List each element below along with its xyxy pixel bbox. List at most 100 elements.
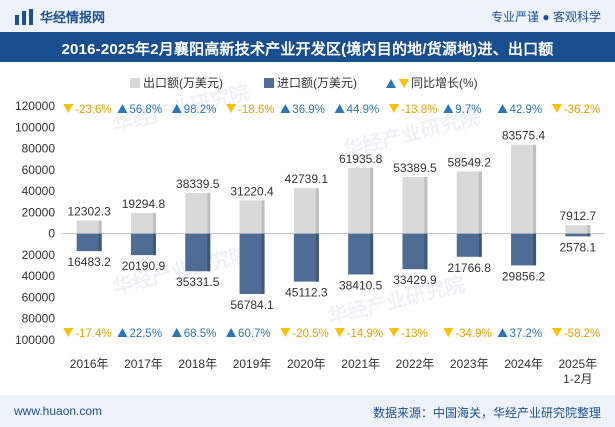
growth-up-icon xyxy=(117,328,128,337)
top-bar: 华经情报网 专业严谨 ● 客观科学 xyxy=(0,0,615,32)
y-tick-label: 40000 xyxy=(22,269,56,283)
import-growth-label: -34.9% xyxy=(455,328,491,340)
growth-down-icon xyxy=(443,328,454,337)
export-value-label: 83575.4 xyxy=(502,129,546,143)
import-growth-label: 68.5% xyxy=(184,328,217,340)
growth-up-icon xyxy=(497,104,508,113)
legend-down-icon xyxy=(399,79,409,88)
import-bar xyxy=(239,233,265,295)
legend-import-swatch xyxy=(264,78,274,88)
import-value-label: 2578.1 xyxy=(559,240,596,254)
footer-url[interactable]: www.huaon.com xyxy=(14,404,103,418)
growth-down-icon xyxy=(63,328,74,337)
import-value-label: 33429.9 xyxy=(393,273,437,287)
export-growth-label: 36.9% xyxy=(292,104,325,116)
logo-icon xyxy=(15,8,33,25)
import-value-label: 29856.2 xyxy=(502,269,546,283)
import-bar xyxy=(565,233,591,237)
export-bar-shade xyxy=(424,176,428,234)
legend-growth-label: 同比增长(%) xyxy=(411,76,478,90)
growth-up-icon xyxy=(497,328,508,337)
growth-down-icon xyxy=(388,328,399,337)
legend-export-swatch xyxy=(130,78,140,88)
import-bar xyxy=(348,233,374,275)
x-tick-label: 2020年 xyxy=(287,357,326,371)
import-bar xyxy=(456,233,482,257)
export-value-label: 19294.8 xyxy=(122,197,166,211)
data-source: 数据来源：中国海关，华经产业研究院整理 xyxy=(372,406,601,420)
import-bar-shade xyxy=(370,233,374,275)
export-bar xyxy=(293,188,319,234)
export-growth-label: -36.2% xyxy=(564,104,600,116)
export-bar-shade xyxy=(315,188,319,234)
y-tick-label: 20000 xyxy=(22,205,56,219)
export-bar xyxy=(402,176,428,234)
x-tick-label: 2016年 xyxy=(70,357,109,371)
import-bar xyxy=(402,233,428,270)
brand[interactable]: 华经情报网 xyxy=(14,7,105,26)
import-value-label: 21766.8 xyxy=(448,261,492,275)
export-bar xyxy=(185,192,211,234)
growth-down-icon xyxy=(226,104,237,113)
import-bar-shade xyxy=(98,233,102,252)
growth-up-icon xyxy=(443,104,454,113)
export-bar-shade xyxy=(152,213,156,234)
export-bar xyxy=(348,167,374,234)
import-value-label: 45112.3 xyxy=(285,286,328,300)
y-tick-label: 100000 xyxy=(15,333,55,347)
export-growth-label: 98.2% xyxy=(184,104,217,116)
export-bar-shade xyxy=(587,225,591,234)
export-value-label: 38339.5 xyxy=(176,177,220,191)
export-bar-shade xyxy=(533,144,537,234)
growth-down-icon xyxy=(280,328,291,337)
export-growth-label: 44.9% xyxy=(347,104,380,116)
export-growth-label: 9.7% xyxy=(455,104,481,116)
y-tick-label: 0 xyxy=(48,227,55,241)
export-bar-shade xyxy=(370,167,374,234)
y-tick-label: 80000 xyxy=(22,312,56,326)
export-bar-shade xyxy=(261,200,265,234)
import-value-label: 35331.5 xyxy=(176,275,220,289)
x-tick-label: 2018年 xyxy=(178,357,217,371)
y-tick-label: 100000 xyxy=(15,120,55,134)
import-growth-label: 37.2% xyxy=(510,328,543,340)
export-value-label: 58549.2 xyxy=(448,155,492,169)
export-value-label: 61935.8 xyxy=(339,152,383,166)
export-bar xyxy=(239,200,265,234)
growth-up-icon xyxy=(171,328,182,337)
x-tick-label: 2021年 xyxy=(341,357,380,371)
export-bar xyxy=(456,171,482,234)
import-value-label: 56784.1 xyxy=(230,298,274,312)
y-tick-label: 60000 xyxy=(22,163,56,177)
y-tick-label: 20000 xyxy=(22,248,56,262)
legend-import-label: 进口额(万美元) xyxy=(277,76,357,90)
import-growth-label: -14.9% xyxy=(347,328,383,340)
x-tick-label: 2023年 xyxy=(450,357,489,371)
import-bar-shade xyxy=(261,233,265,295)
import-growth-label: 60.7% xyxy=(238,328,271,340)
import-bar-shade xyxy=(478,233,482,257)
import-value-label: 20190.9 xyxy=(122,259,166,273)
export-value-label: 53389.5 xyxy=(393,161,437,175)
growth-down-icon xyxy=(551,328,562,337)
x-tick-label: 1-2月 xyxy=(563,372,592,386)
export-growth-label: 42.9% xyxy=(510,104,543,116)
import-bar-shade xyxy=(533,233,537,266)
import-growth-label: -20.5% xyxy=(292,328,328,340)
export-value-label: 7912.7 xyxy=(559,209,596,223)
export-bar-shade xyxy=(478,171,482,234)
y-tick-label: 40000 xyxy=(22,184,56,198)
y-tick-label: 80000 xyxy=(22,142,56,156)
export-value-label: 42739.1 xyxy=(285,172,329,186)
export-bar-shade xyxy=(98,220,102,234)
export-value-label: 31220.4 xyxy=(230,184,274,198)
x-tick-label: 2024年 xyxy=(504,357,543,371)
export-growth-label: -13.8% xyxy=(401,104,437,116)
y-tick-label: 60000 xyxy=(22,290,56,304)
growth-up-icon xyxy=(117,104,128,113)
x-tick-label: 2017年 xyxy=(124,357,163,371)
x-tick-label: 2019年 xyxy=(233,357,272,371)
import-bar xyxy=(130,233,156,256)
import-bar-shade xyxy=(152,233,156,256)
x-tick-label: 2025年 xyxy=(558,357,597,371)
